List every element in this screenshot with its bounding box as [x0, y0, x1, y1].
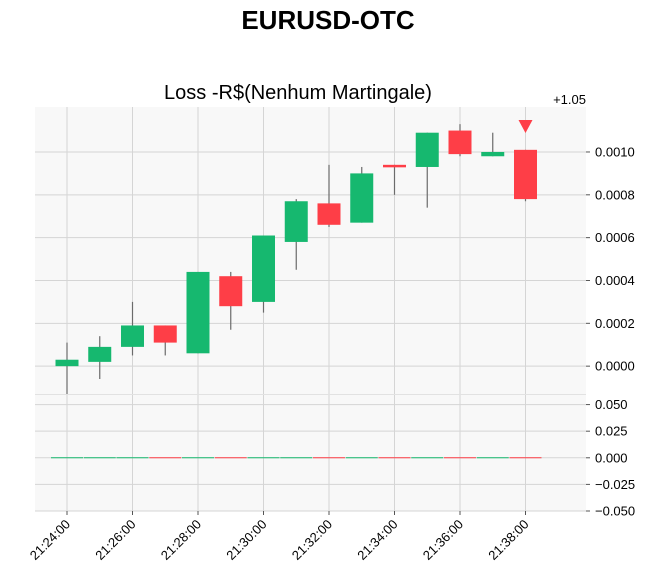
x-tick-label: 21:30:00: [223, 517, 269, 563]
candle-body-up: [88, 346, 112, 362]
candle-body-up: [481, 151, 505, 157]
candle-body-up: [55, 359, 79, 367]
price-tick-label: 0.0010: [595, 144, 635, 159]
volume-tick-label: 0.025: [595, 424, 628, 439]
x-tick-label: 21:24:00: [27, 517, 73, 563]
volume-tick-label: −0.050: [595, 504, 635, 519]
volume-tick-label: −0.025: [595, 477, 635, 492]
down-triangle-icon: [518, 120, 533, 133]
candle-body-down: [448, 130, 472, 155]
x-tick-label: 21:26:00: [92, 517, 138, 563]
candle-body-down: [317, 203, 341, 225]
candle-body-up: [186, 271, 210, 354]
candle-body-up: [121, 325, 144, 347]
candle-body-up: [252, 235, 275, 302]
signal-markers: [518, 120, 533, 133]
chart-main-title: EURUSD-OTC: [241, 5, 415, 35]
x-tick-label: 21:38:00: [485, 517, 531, 563]
volume-tick-label: 0.050: [595, 397, 628, 412]
price-tick-label: 0.0004: [595, 273, 635, 288]
price-tick-label: 0.0002: [595, 316, 635, 331]
candle-body-up: [415, 132, 439, 167]
candle-body-down: [219, 276, 243, 307]
x-tick-label: 21:28:00: [158, 517, 204, 563]
x-tick-label: 21:34:00: [354, 517, 400, 563]
time-axis: 21:24:00 21:26:00 21:28:00 21:30:00 21:32:00…: [27, 511, 532, 563]
candle-body-down: [153, 325, 177, 343]
volume-panel-background: [35, 395, 586, 511]
candle-body-up: [284, 201, 308, 242]
price-tick-label: 0.0006: [595, 230, 635, 245]
candle-body-up: [350, 173, 374, 223]
x-tick-label: 21:32:00: [289, 517, 335, 563]
price-panel-background: [35, 107, 586, 394]
candles: [55, 124, 537, 394]
price-tick-label: 0.0008: [595, 187, 635, 202]
candle-body-down: [383, 164, 406, 168]
x-tick-label: 21:36:00: [420, 517, 466, 563]
volume-axis: 0.050 0.025 0.000 −0.025 −0.050: [586, 397, 635, 519]
candle-body-down: [514, 149, 537, 200]
price-axis: 0.0000 0.0002 0.0004 0.0006 0.0008 0.0010: [586, 144, 635, 374]
price-offset-label: +1.05: [553, 92, 586, 107]
chart-subtitle: Loss -R$(Nenhum Martingale): [164, 82, 432, 104]
price-tick-label: 0.0000: [595, 359, 635, 374]
volume-tick-label: 0.000: [595, 450, 628, 465]
